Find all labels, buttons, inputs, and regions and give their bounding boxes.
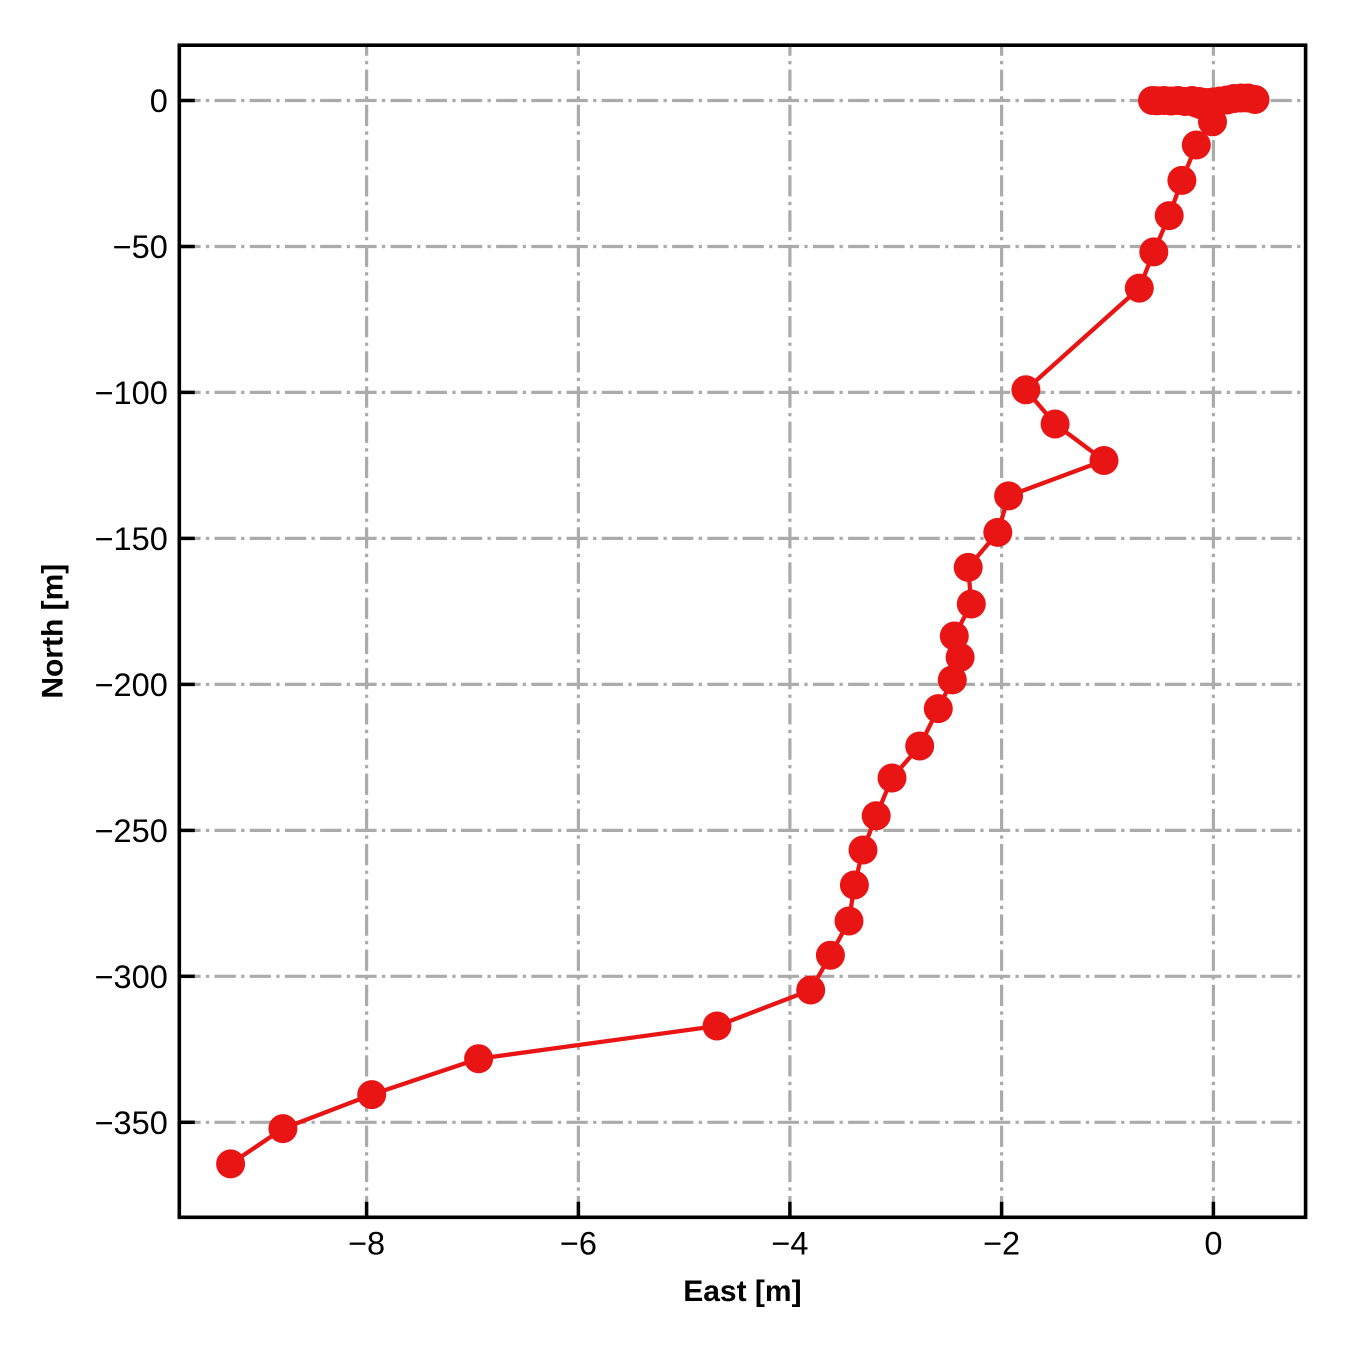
svg-text:−50: −50 — [113, 229, 168, 265]
svg-text:0: 0 — [150, 83, 168, 119]
svg-text:−300: −300 — [95, 959, 168, 995]
svg-text:East [m]: East [m] — [683, 1275, 801, 1308]
svg-text:−100: −100 — [95, 375, 168, 411]
svg-text:−200: −200 — [95, 667, 168, 703]
svg-text:−250: −250 — [95, 813, 168, 849]
svg-text:0: 0 — [1204, 1226, 1222, 1262]
svg-text:−6: −6 — [560, 1226, 597, 1262]
svg-text:−150: −150 — [95, 521, 168, 557]
svg-text:North [m]: North [m] — [37, 564, 70, 699]
svg-text:−4: −4 — [771, 1226, 808, 1262]
svg-text:−350: −350 — [95, 1105, 168, 1141]
svg-text:−2: −2 — [983, 1226, 1020, 1262]
svg-text:−8: −8 — [348, 1226, 385, 1262]
